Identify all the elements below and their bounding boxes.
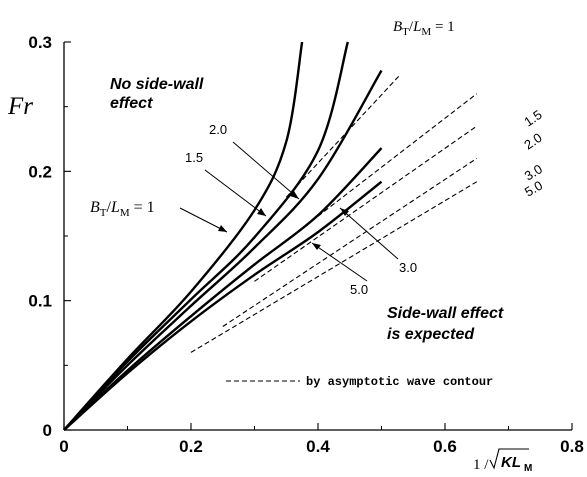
solid-series-line — [63, 41, 304, 431]
y-tick-label: 0.1 — [28, 292, 52, 311]
svg-text:5.0: 5.0 — [350, 282, 368, 297]
x-tick-label: 0.4 — [306, 437, 330, 456]
y-tick-label: 0.3 — [28, 33, 52, 52]
x-tick-label: 0.2 — [179, 437, 203, 456]
left-param-label: BT/LM = 1 — [90, 199, 155, 219]
dashed-series-line — [254, 125, 478, 282]
solid-series-line — [63, 180, 383, 431]
solid-series-line — [63, 41, 349, 431]
svg-text:3.0: 3.0 — [399, 260, 417, 275]
legend: by asymptotic wave contour — [226, 375, 493, 389]
curve-label-1-0 — [179, 207, 228, 233]
y-tick-label: 0 — [43, 421, 52, 440]
svg-text:2.0: 2.0 — [209, 122, 227, 137]
svg-text:M: M — [524, 463, 532, 474]
svg-text:1.5: 1.5 — [185, 150, 203, 165]
svg-text:BT/LM = 1: BT/LM = 1 — [393, 19, 455, 38]
legend-label: by asymptotic wave contour — [306, 375, 493, 389]
curve-label-3-0: 3.0 — [339, 207, 417, 275]
solid-series-line — [63, 69, 383, 431]
side-wall-expected-label: Side-wall effect — [387, 305, 504, 322]
no-side-wall-label-2: effect — [110, 95, 153, 112]
solid-series-line — [63, 147, 383, 431]
y-tick-label: 0.2 — [28, 162, 52, 181]
curve-label-2-0: 2.0 — [209, 122, 300, 200]
svg-text:KL: KL — [501, 454, 521, 471]
curve-label-5-0: 5.0 — [311, 242, 368, 297]
x-tick-label: 0.6 — [433, 437, 457, 456]
dashed-label-2-0: 2.0 — [521, 130, 544, 153]
no-side-wall-label: No side-wall — [110, 76, 204, 93]
top-param-label: BT/LM = 1 — [393, 19, 455, 38]
svg-text:BT/LM = 1: BT/LM = 1 — [90, 199, 155, 219]
dashed-series-line — [266, 93, 478, 256]
dashed-label-1-5: 1.5 — [521, 107, 544, 130]
dashed-label-5-0: 5.0 — [522, 178, 545, 200]
dashed-series-line — [285, 73, 402, 198]
x-axis-label: 1 / KL M — [473, 448, 532, 474]
dashed-series-line — [222, 157, 478, 327]
series-group — [63, 41, 478, 431]
x-ticks: 0 0.2 0.4 0.6 0.8 — [59, 423, 584, 456]
x-tick-label: 0 — [59, 437, 68, 456]
svg-text:1 /: 1 / — [473, 457, 489, 473]
y-axis-label: Fr — [7, 93, 33, 120]
x-tick-label: 0.8 — [560, 437, 584, 456]
curve-label-1-5: 1.5 — [185, 150, 267, 217]
side-wall-expected-label-2: is expected — [387, 326, 475, 343]
